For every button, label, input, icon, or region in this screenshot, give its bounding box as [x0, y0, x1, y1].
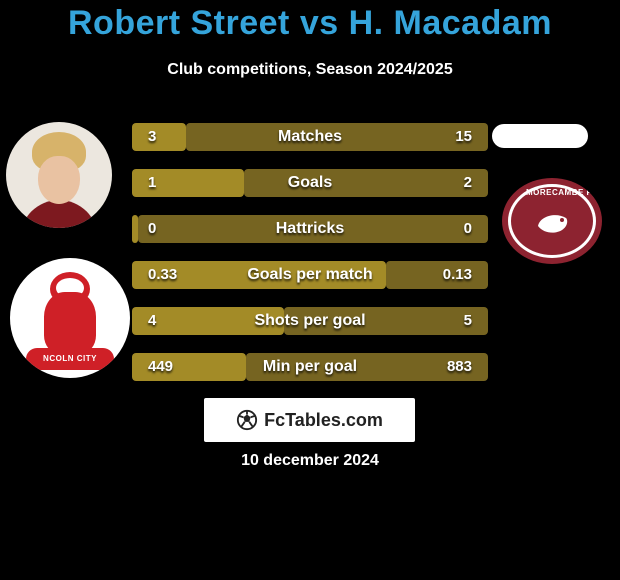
stat-row: 00Hattricks	[132, 210, 488, 248]
club-left-badge-text: NCOLN CITY	[26, 348, 114, 370]
stat-label: Shots per goal	[132, 302, 488, 340]
stat-row: 315Matches	[132, 118, 488, 156]
stat-label: Goals	[132, 164, 488, 202]
date-text: 10 december 2024	[0, 452, 620, 470]
club-left-badge: NCOLN CITY	[10, 258, 130, 378]
shrimp-icon	[532, 208, 572, 238]
page-title: Robert Street vs H. Macadam	[0, 4, 620, 43]
stat-row: 12Goals	[132, 164, 488, 202]
club-right-badge-text: MORECAMBE FC	[526, 188, 598, 197]
stats-table: 315Matches 12Goals 00Hattricks 0.330.13Goal…	[132, 118, 488, 394]
stat-row: 449883Min per goal	[132, 348, 488, 386]
club-right-badge: MORECAMBE FC	[502, 178, 602, 264]
stat-row: 45Shots per goal	[132, 302, 488, 340]
brand-badge: FcTables.com	[204, 398, 415, 442]
brand-text: FcTables.com	[264, 410, 383, 431]
player-left-avatar	[6, 122, 112, 228]
stat-label: Matches	[132, 118, 488, 156]
comparison-card: Robert Street vs H. Macadam Club competi…	[0, 0, 620, 580]
stat-label: Hattricks	[132, 210, 488, 248]
stat-row: 0.330.13Goals per match	[132, 256, 488, 294]
player-right-avatar	[492, 124, 588, 148]
stat-label: Min per goal	[132, 348, 488, 386]
stat-label: Goals per match	[132, 256, 488, 294]
soccer-ball-icon	[236, 409, 258, 431]
subtitle: Club competitions, Season 2024/2025	[0, 61, 620, 79]
